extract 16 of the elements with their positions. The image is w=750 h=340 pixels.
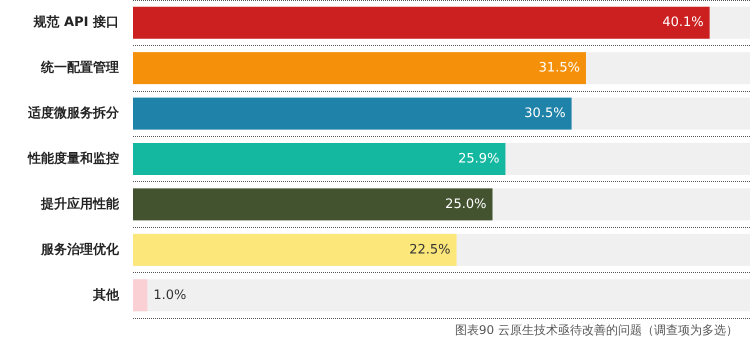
data-label: 30.5% xyxy=(524,106,566,122)
data-label: 25.0% xyxy=(445,196,486,212)
y-tick-label: 适度微服务拆分 xyxy=(27,105,120,122)
bar xyxy=(133,279,148,312)
data-label: 40.1% xyxy=(662,15,704,30)
data-label: 22.5% xyxy=(409,242,451,258)
data-label: 1.0% xyxy=(153,288,186,303)
y-tick-label: 规范 API 接口 xyxy=(32,14,119,30)
y-tick-label: 统一配置管理 xyxy=(40,60,119,76)
y-tick-label: 性能度量和监控 xyxy=(27,150,119,166)
y-tick-label: 提升应用性能 xyxy=(40,196,120,212)
data-label: 25.9% xyxy=(458,152,500,166)
y-tick-label: 服务治理优化 xyxy=(40,241,120,258)
y-tick-label: 其他 xyxy=(92,288,120,303)
data-label: 31.5% xyxy=(538,60,580,76)
text: 图表90 云原生技术亟待改善的问题（调查项为多选） xyxy=(454,323,738,337)
